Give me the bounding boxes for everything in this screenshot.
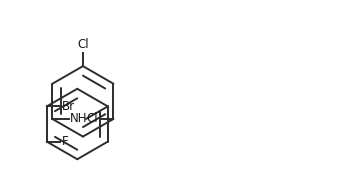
- Text: Cl: Cl: [77, 38, 89, 51]
- Text: F: F: [62, 135, 69, 148]
- Text: NH: NH: [70, 112, 88, 125]
- Text: Br: Br: [62, 100, 75, 113]
- Text: Cl: Cl: [87, 113, 98, 125]
